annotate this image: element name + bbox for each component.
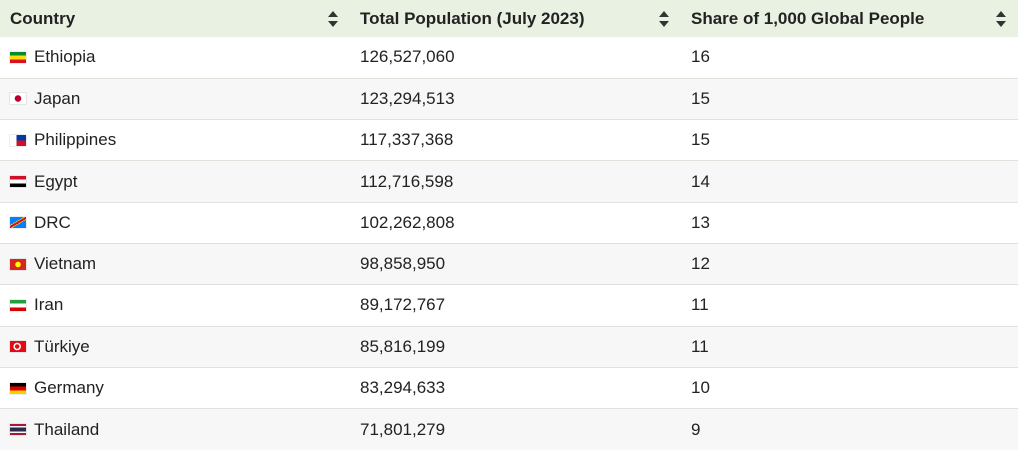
country-name: Ethiopia [34,47,96,67]
share-cell: 15 [691,88,710,108]
column-header-share[interactable]: Share of 1,000 Global People [681,0,1018,37]
country-name: Germany [34,378,104,398]
column-header-label: Total Population (July 2023) [360,8,585,28]
population-cell: 89,172,767 [360,295,446,315]
country-cell: Germany [0,367,350,408]
population-cell: 112,716,598 [360,171,454,191]
philippines-flag-icon [10,134,26,146]
egypt-flag-icon [10,176,26,188]
germany-flag-icon [10,382,26,394]
country-name: Thailand [34,419,100,439]
sort-icon[interactable] [659,10,669,27]
sort-icon[interactable] [996,10,1006,27]
country-cell: Türkiye [0,326,350,367]
share-cell: 15 [691,130,710,150]
share-cell: 11 [691,295,709,315]
country-name: Iran [34,295,64,315]
table-row: Iran 89,172,767 11 [0,285,1018,327]
country-cell: Ethiopia [0,37,350,78]
table-row: Türkiye 85,816,199 11 [0,326,1018,368]
country-cell: Iran [0,285,350,326]
table-row: Thailand 71,801,279 9 [0,408,1018,450]
sort-icon[interactable] [328,10,338,27]
share-cell: 12 [691,254,710,274]
country-cell: Japan [0,78,350,119]
table-row: Ethiopia 126,527,060 16 [0,37,1018,79]
population-cell: 85,816,199 [360,336,446,356]
country-name: Egypt [34,171,78,191]
population-cell: 98,858,950 [360,254,446,274]
vietnam-flag-icon [10,258,26,270]
column-header-label: Share of 1,000 Global People [691,8,925,28]
population-cell: 71,801,279 [360,419,446,439]
table-header-row: Country Total Population (July 2023) Sha… [0,0,1018,37]
thailand-flag-icon [10,424,26,436]
country-cell: Philippines [0,120,350,161]
country-name: Japan [34,88,81,108]
share-cell: 11 [691,336,709,356]
country-cell: Vietnam [0,243,350,284]
share-cell: 13 [691,212,710,232]
population-cell: 83,294,633 [360,378,446,398]
country-cell: DRC [0,202,350,243]
country-name: Philippines [34,130,117,150]
iran-flag-icon [10,299,26,311]
country-name: Türkiye [34,336,90,356]
table-row: Vietnam 98,858,950 12 [0,243,1018,285]
table-row: Philippines 117,337,368 15 [0,120,1018,161]
table-row: Egypt 112,716,598 14 [0,160,1018,203]
table-body: Ethiopia 126,527,060 16 Japan 123,294,513 15 P… [0,37,1018,450]
column-header-label: Country [10,8,76,28]
table-row: DRC 102,262,808 13 [0,202,1018,244]
country-cell: Thailand [0,409,350,450]
share-cell: 16 [691,47,710,67]
share-cell: 9 [691,419,701,439]
japan-flag-icon [10,93,26,105]
table-row: Germany 83,294,633 10 [0,367,1018,409]
table-row: Japan 123,294,513 15 [0,78,1018,120]
population-cell: 102,262,808 [360,212,455,232]
drc-flag-icon [10,217,26,229]
country-name: Vietnam [34,254,97,274]
population-cell: 123,294,513 [360,88,455,108]
population-cell: 126,527,060 [360,47,455,67]
country-cell: Egypt [0,161,350,202]
column-header-country[interactable]: Country [0,0,350,37]
ethiopia-flag-icon [10,51,26,63]
turkiye-flag-icon [10,341,26,353]
share-cell: 10 [691,378,710,398]
column-header-population[interactable]: Total Population (July 2023) [350,0,681,37]
share-cell: 14 [691,171,710,191]
country-name: DRC [34,212,71,232]
population-cell: 117,337,368 [360,130,454,150]
